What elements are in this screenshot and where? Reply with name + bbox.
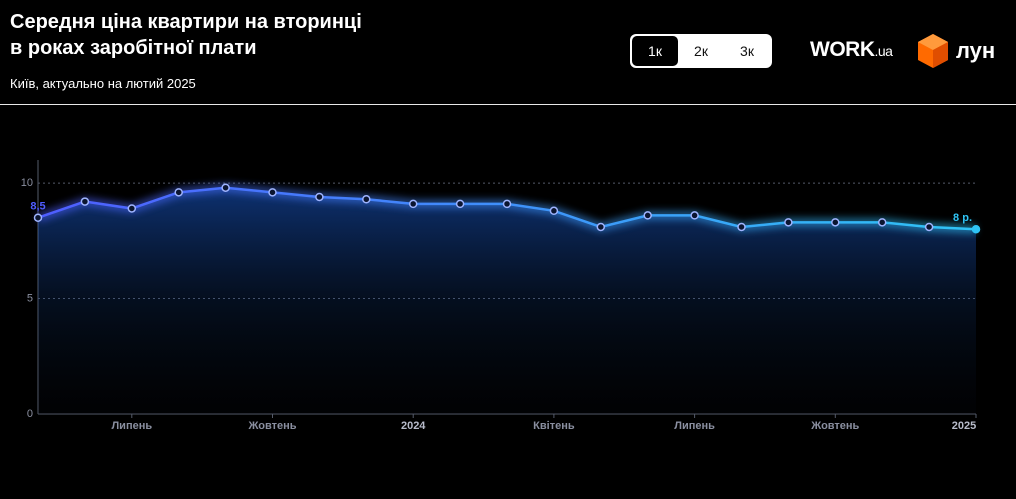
point bbox=[268, 188, 277, 197]
x-tick-label: Липень bbox=[111, 420, 152, 432]
toggle-option[interactable]: 3к bbox=[740, 43, 754, 59]
point bbox=[455, 199, 465, 209]
x-tick-label: Липень bbox=[674, 420, 715, 432]
lun-logo: лун bbox=[956, 38, 996, 63]
point bbox=[315, 192, 324, 202]
room-toggle: 1к 2к 3к bbox=[630, 34, 772, 68]
point bbox=[127, 204, 137, 213]
point bbox=[643, 211, 652, 220]
x-tick-label: Жовтень bbox=[247, 420, 296, 432]
point bbox=[502, 199, 512, 209]
point bbox=[549, 206, 559, 216]
title-line: Середня ціна квартири на вторинці bbox=[10, 11, 362, 33]
header: Середня ціна квартири на вторинці в рока… bbox=[0, 0, 1016, 105]
point bbox=[971, 225, 981, 234]
work-logo: WORK.ua bbox=[810, 38, 893, 62]
point bbox=[33, 213, 43, 222]
logo-text: WORK bbox=[810, 38, 875, 61]
area bbox=[38, 187, 976, 414]
x-tick-label: Жовтень bbox=[810, 420, 859, 432]
x-tick-label: 2024 bbox=[401, 420, 426, 432]
subtitle: Київ, актуально на лютий 2025 bbox=[10, 76, 196, 91]
point bbox=[596, 222, 606, 232]
lun-icon bbox=[918, 34, 948, 68]
y-tick-label: 0 bbox=[27, 408, 33, 420]
point bbox=[80, 197, 90, 206]
point bbox=[924, 222, 934, 232]
point bbox=[690, 211, 699, 220]
title-line: в роках заробітної плати bbox=[10, 37, 257, 59]
toggle-option[interactable]: 1к bbox=[632, 36, 678, 66]
point bbox=[362, 195, 371, 204]
point bbox=[784, 218, 793, 227]
y-tick-label: 5 bbox=[27, 292, 33, 304]
value-label: 8,5 bbox=[30, 201, 45, 213]
point bbox=[408, 199, 418, 209]
value-label: 8 р. bbox=[953, 212, 972, 224]
logo-text: .ua bbox=[874, 43, 893, 59]
x-tick-label: 2025 bbox=[952, 420, 976, 432]
point bbox=[831, 218, 840, 227]
toggle-option[interactable]: 2к bbox=[694, 43, 708, 59]
y-tick-label: 10 bbox=[21, 177, 33, 189]
point bbox=[877, 218, 887, 227]
point bbox=[174, 188, 183, 197]
x-tick-label: Квітень bbox=[533, 420, 575, 432]
point bbox=[221, 183, 230, 192]
point bbox=[737, 222, 746, 232]
